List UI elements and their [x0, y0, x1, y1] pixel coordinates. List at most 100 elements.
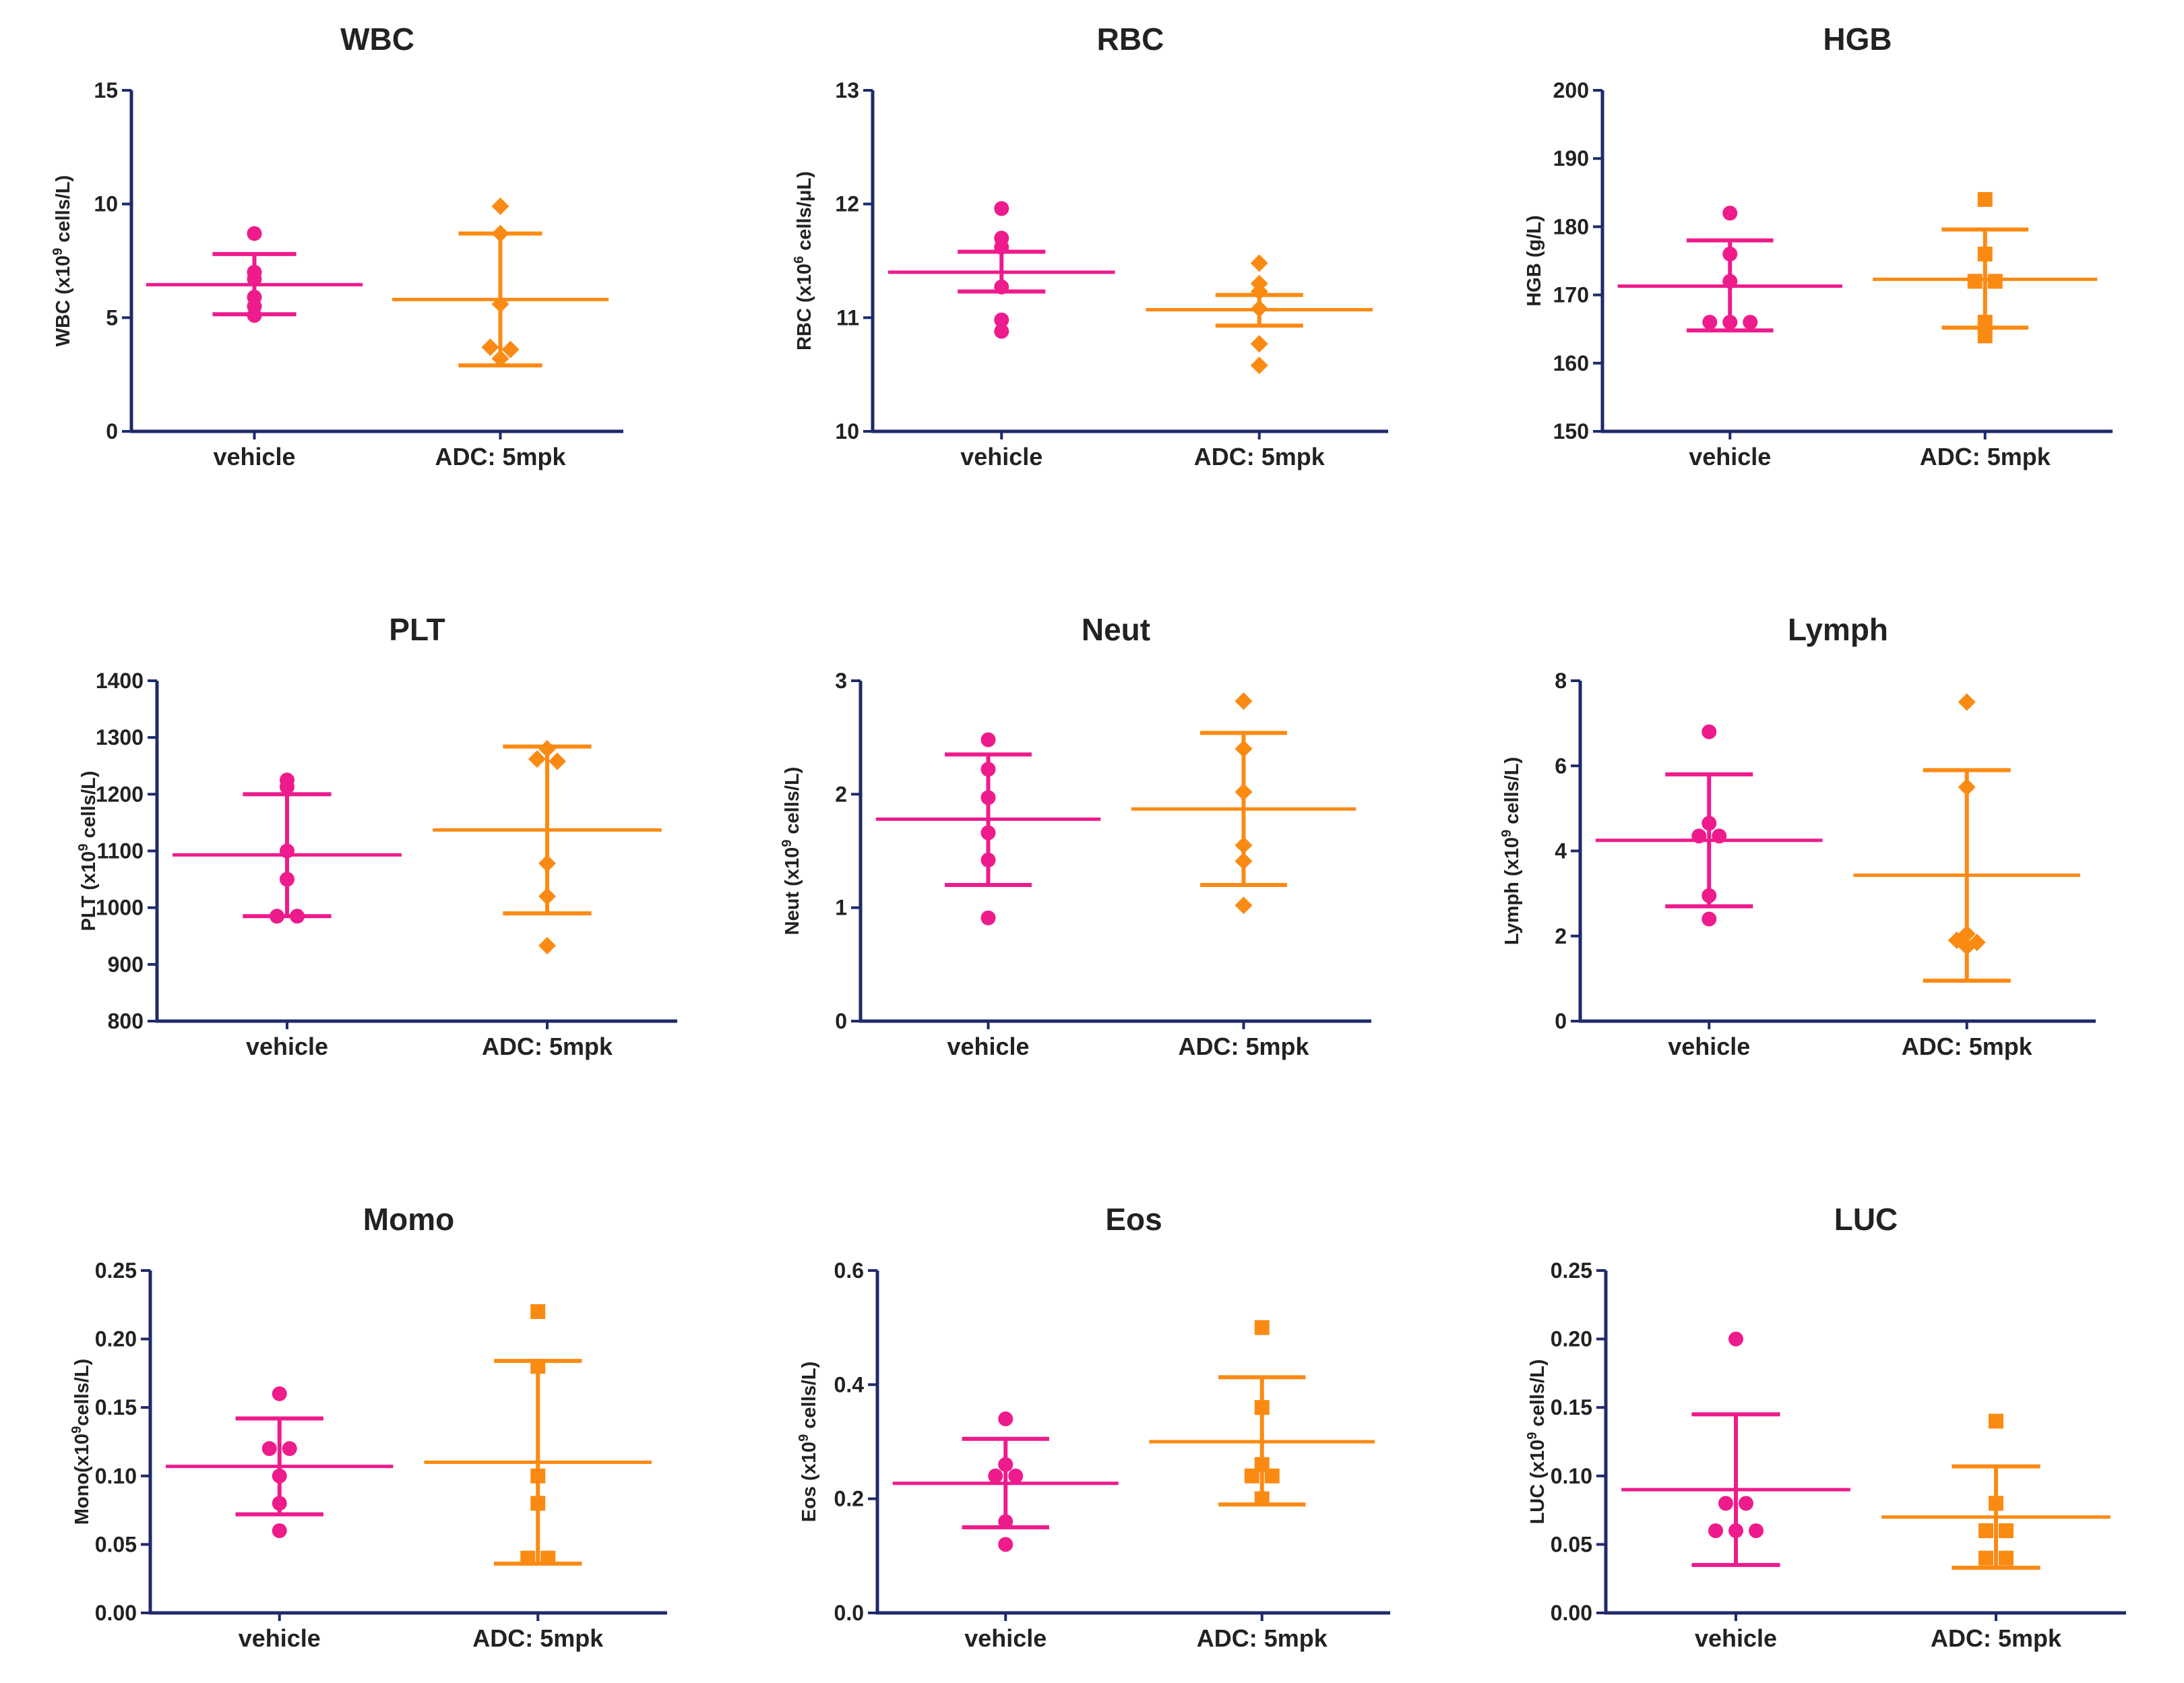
data-point: [1977, 328, 1993, 344]
series-adc-5mpk: [392, 197, 609, 368]
data-point: [1235, 783, 1253, 801]
y-tick-label: 0.10: [95, 1464, 137, 1488]
x-tick-label: vehicle: [1668, 1033, 1750, 1060]
series-adc-5mpk: [433, 740, 662, 955]
y-tick-label: 1100: [97, 839, 144, 863]
data-point: [980, 910, 996, 925]
y-tick-label: 1300: [96, 725, 144, 749]
data-point: [1250, 335, 1268, 353]
data-point: [1977, 246, 1993, 262]
y-tick-label: 800: [108, 1009, 144, 1033]
data-point: [994, 324, 1009, 339]
y-tick-label: 15: [94, 78, 118, 102]
data-point: [980, 825, 996, 840]
data-point: [998, 1514, 1013, 1529]
data-point: [1722, 206, 1738, 221]
data-point: [980, 762, 996, 777]
data-point: [1718, 1496, 1733, 1511]
y-tick-label: 0.0: [834, 1601, 864, 1625]
data-point: [549, 752, 566, 770]
data-point: [1977, 315, 1993, 330]
chart-panel-wbc: WBC 0 5 10 15 WBC (x109 cells/L) vehicle ADC: 5…: [51, 22, 623, 470]
y-axis-title: LUC (x109 cells/L): [1525, 1359, 1549, 1525]
x-tick-label: ADC: 5mpk: [435, 443, 566, 470]
data-point: [280, 779, 294, 795]
chart-title: PLT: [389, 612, 445, 647]
x-tick-label: ADC: 5mpk: [472, 1624, 604, 1652]
data-point: [1702, 888, 1717, 903]
data-point: [520, 1550, 536, 1566]
data-point: [530, 1468, 546, 1483]
x-tick-label: ADC: 5mpk: [1902, 1033, 2033, 1060]
data-point: [1254, 1320, 1270, 1335]
chart-panel-neut: Neut 0 1 2 3 Neut (x109 cells/L) vehicle ADC: 5…: [780, 612, 1371, 1060]
data-point: [1235, 692, 1253, 710]
y-tick-label: 11: [836, 305, 859, 330]
x-tick-label: vehicle: [960, 443, 1042, 470]
data-point: [1722, 315, 1738, 330]
chart-panel-hgb: HGB 150 160 170 180 190 200 HGB (g/L) vehicle ADC…: [1524, 22, 2113, 470]
chart-title: Neut: [1082, 612, 1150, 647]
y-tick-label: 6: [1555, 754, 1567, 778]
data-point: [1749, 1523, 1764, 1539]
y-axis-title: WBC (x109 cells/L): [51, 175, 74, 346]
y-tick-label: 0.25: [1551, 1258, 1592, 1283]
y-tick-label: 180: [1553, 214, 1589, 239]
data-point: [1254, 1457, 1270, 1472]
x-tick-label: ADC: 5mpk: [482, 1033, 613, 1060]
chart-title: Lymph: [1788, 612, 1888, 647]
series-adc-5mpk: [1131, 692, 1356, 915]
x-tick-label: vehicle: [947, 1033, 1029, 1060]
data-point: [1250, 282, 1268, 301]
series-vehicle: [173, 772, 402, 924]
data-point: [247, 307, 262, 323]
y-tick-label: 10: [835, 419, 859, 443]
y-tick-label: 8: [1555, 669, 1567, 693]
y-tick-label: 5: [106, 305, 118, 330]
y-tick-label: 2: [1555, 924, 1567, 948]
data-point: [538, 855, 556, 873]
data-point: [998, 1411, 1013, 1427]
y-axis-title: PLT (x109 cells/L): [76, 771, 100, 931]
data-point: [1702, 816, 1717, 831]
chart-panel-plt: PLT 800 900 1000 1100 1200 1300 1400 PLT (x109 c…: [76, 612, 677, 1060]
data-point: [1235, 896, 1253, 915]
data-point: [1987, 274, 2003, 289]
data-point: [1235, 836, 1253, 855]
data-point: [1254, 1400, 1270, 1415]
y-tick-label: 2: [835, 782, 847, 806]
data-point: [1702, 911, 1717, 927]
chart-title: HGB: [1823, 22, 1892, 57]
chart-panel-rbc: RBC 10 11 12 13 RBC (x106 cells/μL) vehicle ADC…: [792, 22, 1388, 470]
series-vehicle: [146, 226, 363, 323]
data-point: [1254, 1491, 1270, 1506]
chart-title: Eos: [1105, 1202, 1162, 1237]
data-point: [261, 1441, 277, 1457]
y-tick-label: 0.6: [834, 1258, 864, 1283]
x-tick-label: vehicle: [213, 443, 295, 470]
data-point: [481, 338, 499, 357]
data-point: [1722, 274, 1738, 289]
y-axis-title: Lymph (x109 cells/L): [1499, 757, 1523, 945]
y-axis-title: Mono(x109cells/L): [69, 1359, 93, 1525]
y-tick-label: 0.05: [1551, 1532, 1592, 1556]
y-tick-label: 0.15: [95, 1395, 137, 1419]
data-point: [1989, 1413, 2003, 1429]
y-tick-label: 1: [835, 896, 847, 920]
data-point: [1008, 1468, 1024, 1483]
data-point: [282, 1441, 297, 1457]
y-axis-title: Neut (x109 cells/L): [780, 767, 803, 936]
data-point: [272, 1523, 287, 1539]
data-point: [1712, 828, 1727, 844]
x-tick-label: ADC: 5mpk: [1920, 443, 2051, 470]
data-point: [1958, 778, 1976, 796]
y-tick-label: 170: [1553, 283, 1589, 307]
data-point: [1999, 1550, 2014, 1566]
chart-title: LUC: [1834, 1202, 1898, 1237]
series-adc-5mpk: [1881, 1413, 2111, 1570]
y-tick-label: 0.4: [834, 1372, 865, 1397]
data-point: [1235, 852, 1253, 870]
series-adc-5mpk: [1853, 693, 2081, 983]
data-point: [1978, 1523, 1993, 1539]
data-point: [272, 1386, 287, 1401]
